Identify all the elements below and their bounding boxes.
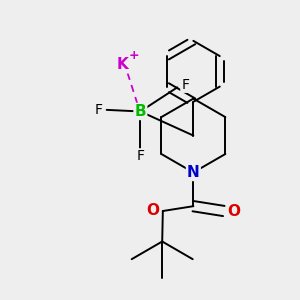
Text: O: O (147, 203, 160, 218)
Text: F: F (94, 103, 103, 117)
Text: +: + (129, 50, 139, 62)
Text: K: K (117, 57, 129, 72)
Text: B: B (135, 104, 146, 119)
Text: F: F (136, 149, 144, 164)
Text: N: N (187, 165, 200, 180)
Text: F: F (181, 78, 189, 92)
Text: O: O (227, 203, 240, 218)
